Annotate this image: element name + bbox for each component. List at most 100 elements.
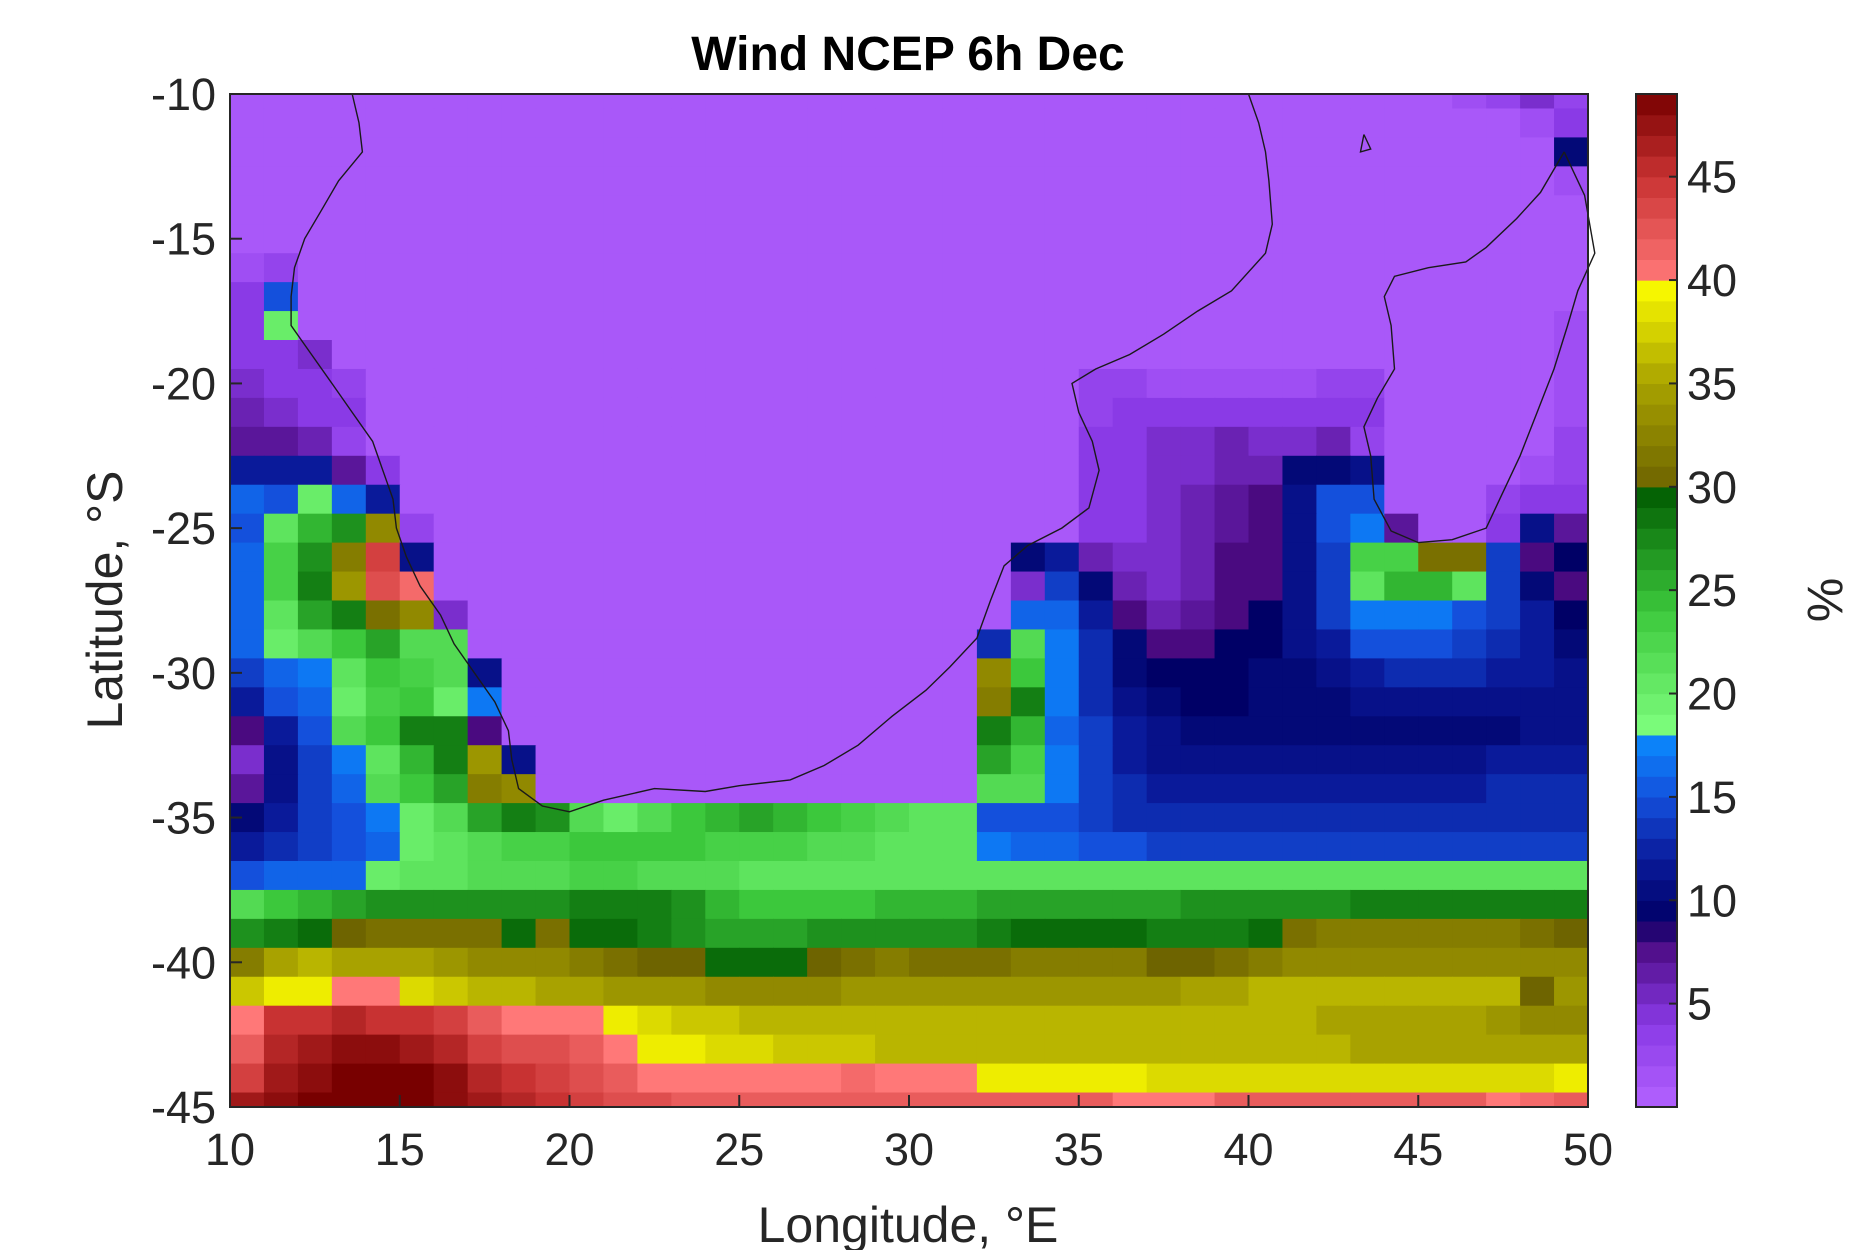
heatmap-cell (535, 889, 571, 920)
heatmap-cell (1350, 716, 1385, 746)
heatmap-cell (807, 282, 842, 312)
heatmap-cell (399, 860, 435, 891)
heatmap-cell (331, 340, 367, 370)
heatmap-cell (773, 397, 808, 428)
heatmap-cell (1384, 94, 1419, 110)
heatmap-cell (603, 253, 638, 283)
heatmap-cell (1384, 224, 1419, 254)
heatmap-cell (1214, 397, 1250, 428)
heatmap-cell (1078, 745, 1114, 775)
heatmap-cell (942, 745, 978, 775)
heatmap-cell (1078, 947, 1114, 978)
heatmap-cell (1112, 368, 1148, 399)
heatmap-cell (976, 513, 1012, 544)
heatmap-cell (1180, 860, 1216, 891)
heatmap-cell (535, 1092, 571, 1108)
heatmap-cell (569, 455, 605, 486)
heatmap-cell (1554, 860, 1589, 891)
heatmap-cell (976, 803, 1012, 833)
colorbar-segment (1636, 858, 1677, 881)
heatmap-cell (230, 1005, 265, 1036)
heatmap-cell (1452, 947, 1487, 978)
heatmap-cell (1418, 571, 1453, 602)
heatmap-cell (976, 745, 1012, 775)
heatmap-cell (942, 311, 978, 341)
heatmap-cell (1146, 774, 1182, 804)
heatmap-cell (1146, 166, 1182, 196)
heatmap-cell (331, 224, 367, 254)
heatmap-cell (807, 397, 842, 428)
heatmap-cell (807, 166, 842, 196)
heatmap-cell (263, 1034, 299, 1065)
heatmap-cell (1010, 745, 1046, 775)
heatmap-cell (1452, 368, 1487, 399)
heatmap-cell (773, 1034, 808, 1065)
heatmap-cell (637, 658, 672, 688)
heatmap-cell (705, 803, 740, 833)
colorbar-segment (1636, 714, 1677, 736)
heatmap-cell (331, 253, 367, 283)
heatmap-cell (1248, 282, 1284, 312)
heatmap-cell (1044, 340, 1080, 370)
heatmap-cell (1078, 774, 1114, 804)
heatmap-cell (1248, 513, 1284, 544)
heatmap-cell (773, 918, 808, 949)
heatmap-cell (1180, 340, 1216, 370)
heatmap-cell (1282, 224, 1317, 254)
heatmap-cell (1078, 397, 1114, 428)
colorbar-tick-label: 40 (1687, 255, 1737, 306)
heatmap-cell (1520, 484, 1555, 515)
heatmap-cell (1452, 94, 1487, 110)
heatmap-cell (1554, 774, 1589, 804)
heatmap-cell (1214, 1005, 1250, 1036)
heatmap-cell (1248, 108, 1284, 139)
heatmap-cell (1180, 658, 1216, 688)
heatmap-cell (399, 918, 435, 949)
heatmap-cell (1384, 108, 1419, 139)
heatmap-cell (467, 166, 503, 196)
heatmap-cell (1180, 687, 1216, 717)
heatmap-cell (1554, 426, 1589, 457)
heatmap-cell (569, 426, 605, 457)
heatmap-cell (1418, 947, 1453, 978)
heatmap-cell (1146, 397, 1182, 428)
heatmap-cell (603, 484, 638, 515)
heatmap-cell (1180, 832, 1216, 862)
heatmap-cell (1350, 803, 1385, 833)
heatmap-cell (535, 774, 571, 804)
heatmap-cell (1248, 1005, 1284, 1036)
heatmap-cell (1010, 1092, 1046, 1108)
heatmap-cell (1554, 340, 1589, 370)
heatmap-cell (739, 745, 774, 775)
heatmap-cell (1418, 774, 1453, 804)
heatmap-cell (1078, 889, 1114, 920)
heatmap-cell (1418, 1005, 1453, 1036)
y-tick-label: -40 (151, 937, 216, 988)
heatmap-cell (1384, 889, 1419, 920)
heatmap-cell (501, 976, 537, 1007)
heatmap-cell (263, 368, 299, 399)
heatmap-cell (1214, 195, 1250, 225)
heatmap-cell (1044, 108, 1080, 139)
heatmap-cell (467, 253, 503, 283)
heatmap-cell (807, 94, 842, 110)
heatmap-cell (365, 340, 401, 370)
heatmap-cell (671, 774, 706, 804)
heatmap-cell (1384, 629, 1419, 659)
heatmap-cell (569, 253, 605, 283)
heatmap-cell (1316, 426, 1351, 457)
heatmap-cell (1010, 426, 1046, 457)
heatmap-cell (501, 658, 537, 688)
heatmap-cell (1452, 137, 1487, 167)
heatmap-cell (467, 137, 503, 167)
heatmap-cell (671, 687, 706, 717)
heatmap-cell (1452, 832, 1487, 862)
heatmap-cell (399, 311, 435, 341)
heatmap-cell (739, 224, 774, 254)
heatmap-cell (1520, 860, 1555, 891)
heatmap-cell (1112, 600, 1148, 631)
heatmap-cell (433, 108, 469, 139)
colorbar-segment (1636, 1003, 1677, 1025)
heatmap-cell (1520, 282, 1555, 312)
heatmap-cell (1350, 1034, 1385, 1065)
